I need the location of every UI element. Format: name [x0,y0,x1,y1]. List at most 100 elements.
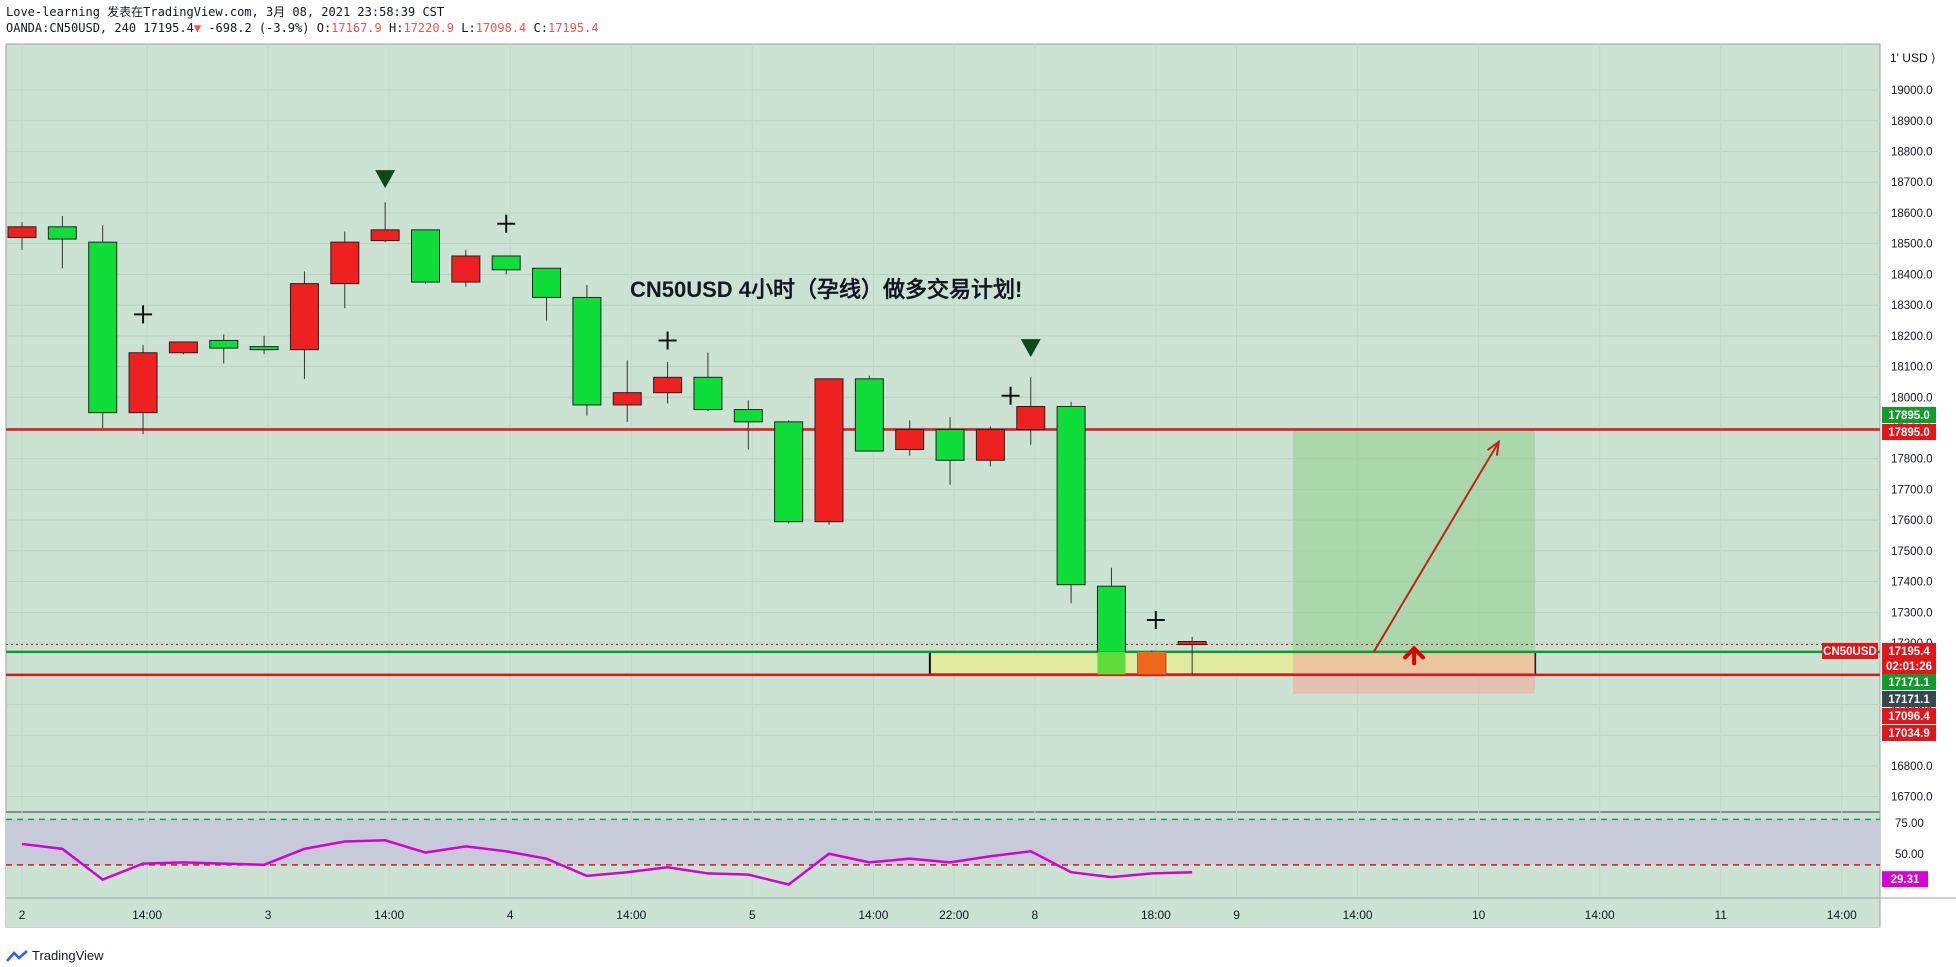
candle-up [532,267,562,298]
open-label: O: [316,21,332,35]
time-tick-label: 22:00 [939,908,969,922]
time-tick-label: 14:00 [1827,908,1857,922]
cross-icon [1146,611,1165,629]
candle-down [1016,405,1046,431]
target-arrow-line [1372,441,1500,653]
publish-info: Love-learning 发表在TradingView.com, 3月 08,… [6,5,445,19]
triangle-down-icon [1020,339,1041,358]
symbol-badge: CN50USD [1823,646,1877,658]
open-value: 17167.9 [331,21,382,35]
time-tick-label: 14:00 [374,908,404,922]
price-badge: 17034.9 [1888,728,1930,740]
time-tick-label: 14:00 [132,908,162,922]
candle-up [935,429,965,461]
symbol-name: OANDA:CN50USD, 240 [6,21,137,35]
price-tick-label: 18700.0 [1891,177,1933,189]
brand-name: TradingView [32,948,104,963]
rsi-band [6,819,1880,865]
price-tick-label: 18500.0 [1891,239,1933,251]
countdown-badge-bg [1882,658,1936,674]
time-tick-label: 11 [1715,908,1728,922]
rsi-tick-label: 50.00 [1895,849,1924,861]
countdown-badge: 02:01:26 [1886,661,1932,673]
candle-up [1096,585,1126,653]
close-label: C: [533,21,548,35]
price-tick-label: 18600.0 [1891,208,1933,220]
price-tick-label: 18300.0 [1891,300,1933,312]
candle-down [330,241,360,285]
chart-header: Love-learning 发表在TradingView.com, 3月 08,… [6,4,599,36]
price-tick-label: 18400.0 [1891,269,1933,281]
currency-label: 1' USD ⟩ [1890,51,1936,65]
price-tick-label: 17600.0 [1891,515,1933,527]
time-tick-label: 14:00 [1343,908,1373,922]
symbol-badge-bg [1822,643,1878,659]
chart-title: CN50USD 4小时（孕线）做多交易计划! [630,277,1022,302]
rsi-line [21,839,1193,886]
price-tick-label: 17400.0 [1891,577,1933,589]
price-badge-bg [1882,725,1936,741]
rsi-badge-bg [1882,871,1928,888]
high-value: 17220.9 [403,21,455,35]
candle-down [370,229,400,242]
price-badge-bg [1882,708,1936,724]
candle-up [209,339,239,349]
candle-down [653,376,683,394]
price-badge: 17171.1 [1888,677,1930,689]
price-tick-label: 17700.0 [1891,484,1933,496]
rsi-tick-label: 75.00 [1895,818,1924,830]
cross-icon [497,214,516,233]
candle-down [168,341,198,354]
candle-up [693,376,723,411]
time-tick-label: 4 [507,908,514,922]
price-change: -698.2 (-3.9%) [208,21,310,35]
candle-down [1177,641,1207,646]
zone-target [1293,429,1536,652]
time-tick-label: 5 [749,908,756,922]
candle-down [451,255,481,283]
candle-up [47,226,77,240]
cross-icon [658,331,677,350]
candle-down [814,378,844,523]
price-badge: 17171.1 [1888,694,1930,706]
price-tick-label: 16700.0 [1891,792,1933,804]
price-tick-label: 17300.0 [1891,607,1933,619]
price-tick-label: 18100.0 [1891,362,1933,374]
candle-down [289,283,319,351]
time-tick-label: 14:00 [858,908,888,922]
tradingview-logo-icon [6,949,28,962]
cross-icon [1001,386,1020,405]
candle-down [128,352,158,414]
rsi-badge: 29.31 [1891,874,1920,886]
low-value: 17098.4 [475,21,527,35]
price-badge-bg [1882,407,1936,423]
close-value: 17195.4 [547,21,599,35]
candle-down [975,429,1005,461]
price-badge-bg [1882,643,1936,659]
price-badge-bg [1882,424,1936,440]
price-tick-label: 17500.0 [1891,546,1933,558]
cross-icon [134,305,153,324]
price-tick-label: 18800.0 [1891,147,1933,159]
candle-down [895,429,925,451]
time-tick-label: 2 [19,908,26,922]
footer: TradingView [6,948,104,963]
candle-down [612,392,642,406]
high-label: H: [388,21,404,35]
candle-up [733,409,763,423]
price-badge: 17895.0 [1888,410,1930,422]
price-tick-label: 18200.0 [1891,331,1933,343]
time-tick-label: 18:00 [1141,908,1171,922]
inside-bar-highlight [1137,651,1166,675]
price-tick-label: 19000.0 [1891,85,1933,97]
price-badge: 17195.4 [1888,646,1930,658]
time-tick-label: 10 [1472,908,1486,922]
symbol-info: OANDA:CN50USD, 240 17195.4▼ -698.2 (-3.9… [6,20,599,36]
target-arrow-head-icon [1486,439,1501,456]
low-label: L: [461,21,476,35]
last-price: 17195.4 [143,21,194,35]
triangle-down-icon [375,170,396,189]
candle-up [491,255,521,271]
price-badge: 17895.0 [1888,427,1930,439]
